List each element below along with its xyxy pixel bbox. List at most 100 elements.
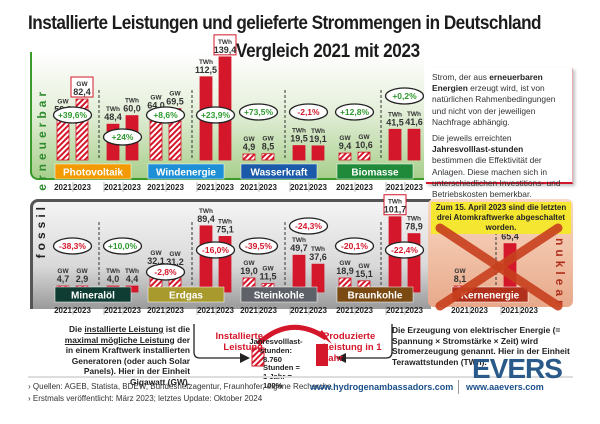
value-highlight-box: [383, 194, 407, 216]
change-bubble: [102, 128, 143, 146]
bar-wasserkraft-gw-2021: [242, 153, 256, 161]
change-bubble: [334, 103, 375, 121]
bar-wasserkraft-twh-2023: [311, 145, 325, 161]
year-tick: 2023: [166, 183, 184, 192]
year-tick: 2021: [451, 306, 469, 315]
change-label: +24%: [112, 132, 134, 142]
value-label: 82,4: [73, 87, 91, 97]
curved-arrow-head-icon: [318, 330, 332, 344]
change-bubble: [238, 103, 279, 121]
year-tick: 2021: [197, 183, 215, 192]
value-label: 60,0: [123, 104, 141, 114]
unit-label: TWh: [311, 128, 325, 135]
unit-label: GW: [150, 95, 162, 102]
bar-biomasse-gw-2021: [338, 152, 352, 161]
change-label: -16,0%: [202, 245, 229, 255]
change-bubble: [384, 87, 425, 105]
value-label: 8,1: [454, 274, 467, 284]
value-label: 19,1: [309, 134, 327, 144]
change-label: +39,6%: [58, 110, 88, 120]
year-tick: 2021: [197, 306, 215, 315]
arrow-left-icon: [336, 353, 346, 363]
value-label: 4,9: [243, 142, 256, 152]
year-tick: 2023: [470, 306, 488, 315]
value-label: 2,9: [76, 274, 89, 284]
legend-produced-label: Produzierte Leistung in 1 Jahr: [323, 331, 382, 364]
category-label-box: [54, 163, 132, 180]
unit-label: GW: [243, 260, 255, 267]
unit-label: GW: [262, 265, 274, 272]
legend-text-underlined: installierte Leistung: [84, 324, 164, 334]
unit-label: GW: [243, 136, 255, 143]
category-label-kernenergie: Kernenergie: [461, 291, 520, 302]
legend-arrow-left: [193, 324, 240, 359]
value-label: 15,1: [355, 269, 373, 279]
unit-label: TWh: [125, 98, 139, 105]
url-separator: [458, 380, 459, 394]
unit-label: GW: [150, 250, 162, 257]
change-bubble: [238, 237, 279, 255]
value-label: 19,0: [240, 266, 258, 276]
unit-label: TWh: [106, 106, 120, 113]
unit-label: GW: [339, 260, 351, 267]
year-tick: 2023: [309, 306, 327, 315]
value-label: 41,6: [405, 117, 423, 127]
value-label: 69,5: [166, 97, 184, 107]
year-tick: 2023: [309, 183, 327, 192]
year-tick: 2021: [104, 183, 122, 192]
nuclear-shutdown-note: Zum 15. April 2023 sind die letzten drei…: [431, 202, 571, 234]
unit-label: TWh: [292, 237, 306, 244]
year-tick: 2023: [259, 183, 277, 192]
year-tick: 2021: [336, 306, 354, 315]
footer-sources: › Quellen: AGEB, Statista, BDEW, Bundesn…: [28, 382, 332, 391]
legend-text: der in einem Kraftwerk installierten Gen…: [65, 334, 190, 387]
year-tick: 2023: [405, 306, 423, 315]
unit-label: GW: [262, 136, 274, 143]
link-aaevers[interactable]: www.aaevers.com: [466, 382, 544, 392]
unit-label: TWh: [388, 111, 402, 118]
legend-full-load-label: Jahresvolllast-stunden:: [249, 337, 303, 355]
year-tick: 2023: [123, 183, 141, 192]
value-label: 64,0: [147, 101, 165, 111]
value-label: 18,9: [336, 266, 354, 276]
value-label: 4,0: [107, 274, 120, 284]
legend-solid-bar: [316, 344, 328, 366]
year-tick: 2021: [240, 183, 258, 192]
published-text: Erstmals veröffentlicht: März 2023; letz…: [32, 394, 263, 403]
unit-label: TWh: [407, 111, 421, 118]
info-text: Die jeweils erreichten: [432, 133, 512, 144]
page-title: Installierte Leistungen und gelieferte S…: [28, 12, 542, 34]
unit-label: TWh: [199, 59, 213, 66]
year-tick: 2021: [386, 183, 404, 192]
year-tick: 2021: [147, 306, 165, 315]
change-label: +12,8%: [340, 107, 370, 117]
unit-label: TWh: [311, 246, 325, 253]
value-highlight-box: [213, 34, 237, 56]
footer-published: › Erstmals veröffentlicht: März 2023; le…: [28, 394, 262, 403]
category-label-box: [240, 286, 318, 303]
sources-text: Quellen: AGEB, Statista, BDEW, Bundesnet…: [32, 382, 332, 391]
change-label: +23,9%: [201, 110, 231, 120]
unit-label: TWh: [388, 199, 402, 206]
value-highlight-box: [70, 76, 94, 98]
year-tick: 2023: [123, 306, 141, 315]
value-label: 112,5: [195, 65, 217, 75]
value-label: 4,4: [126, 274, 139, 284]
unit-label: GW: [454, 268, 466, 275]
legend-arrow-right: [346, 324, 393, 359]
link-hydrogenambassadors[interactable]: www.hydrogenambassadors.com: [310, 382, 454, 392]
change-bubble: [384, 241, 425, 259]
unit-label: GW: [57, 98, 69, 105]
info-text: erzeugt wird, ist von natürlichen Rahmen…: [432, 83, 556, 127]
category-label-braunkohle: Braunkohle: [347, 291, 402, 302]
category-label-box: [336, 286, 414, 303]
change-label: -2,1%: [297, 107, 320, 117]
year-tick: 2023: [355, 306, 373, 315]
change-bubble: [52, 237, 93, 255]
year-tick: 2021: [290, 306, 308, 315]
year-tick: 2021: [290, 183, 308, 192]
bar-wasserkraft-twh-2021: [292, 145, 306, 161]
change-bubble: [145, 263, 186, 281]
unit-label: TWh: [218, 39, 232, 46]
change-bubble: [334, 237, 375, 255]
